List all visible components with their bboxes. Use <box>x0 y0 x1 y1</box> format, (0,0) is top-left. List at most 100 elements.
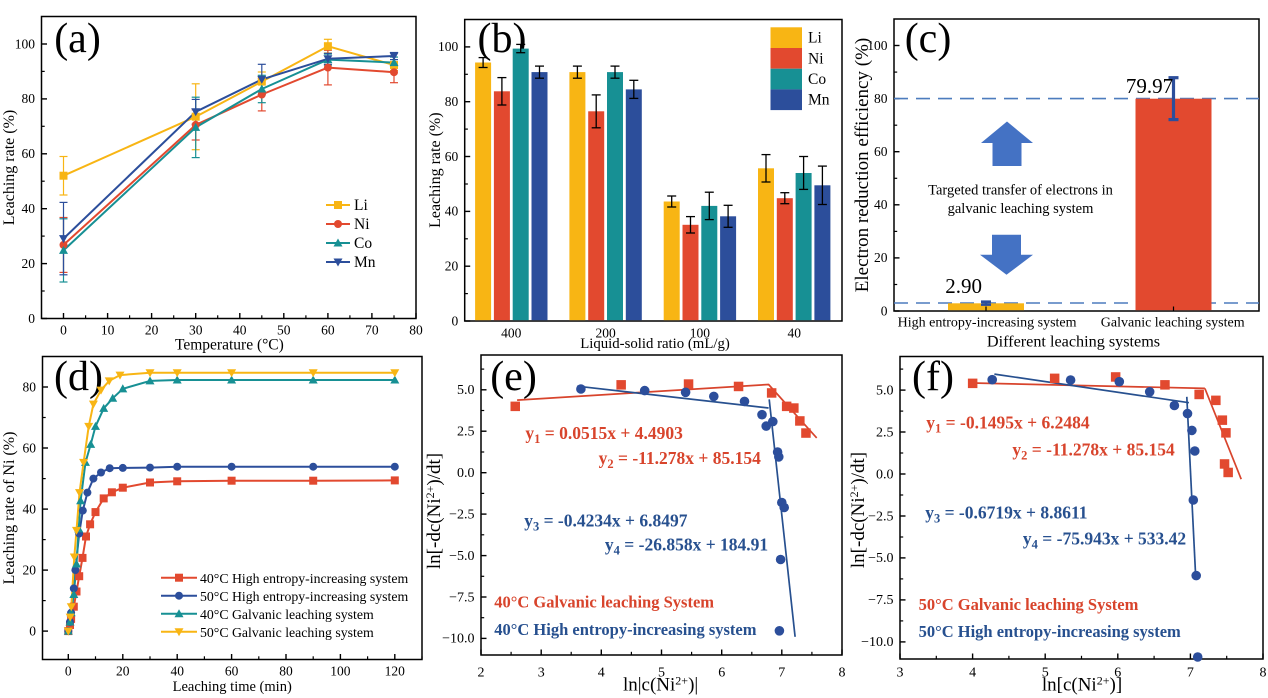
svg-text:80: 80 <box>22 91 36 106</box>
svg-text:30: 30 <box>189 323 203 338</box>
svg-text:40: 40 <box>23 501 37 516</box>
svg-text:7: 7 <box>778 666 785 681</box>
svg-text:(e): (e) <box>490 354 537 400</box>
svg-text:y1 = -0.1495x + 6.2484: y1 = -0.1495x + 6.2484 <box>926 413 1090 436</box>
svg-text:Li: Li <box>808 30 822 47</box>
svg-text:3: 3 <box>897 666 904 681</box>
svg-text:40: 40 <box>787 326 801 341</box>
svg-text:60: 60 <box>22 146 36 161</box>
svg-text:y1 = 0.0515x + 4.4903: y1 = 0.0515x + 4.4903 <box>525 423 683 446</box>
svg-text:60: 60 <box>23 440 37 455</box>
svg-text:(f): (f) <box>912 354 954 400</box>
svg-text:ln[-dc(Ni2+​)/dt]: ln[-dc(Ni2+​)/dt] <box>847 452 869 568</box>
svg-text:Leaching rate (%): Leaching rate (%) <box>427 112 444 227</box>
svg-text:5: 5 <box>658 666 665 681</box>
svg-text:(a): (a) <box>54 16 101 62</box>
svg-text:Co: Co <box>808 71 826 88</box>
svg-text:Temperature (°C): Temperature (°C) <box>175 337 284 354</box>
svg-text:60: 60 <box>874 144 888 159</box>
svg-text:Electron reduction efficiency: Electron reduction efficiency (%) <box>852 38 873 292</box>
svg-text:galvanic leaching system: galvanic leaching system <box>948 201 1094 217</box>
svg-text:60: 60 <box>445 149 459 164</box>
svg-text:100: 100 <box>15 36 36 51</box>
svg-text:20: 20 <box>445 259 459 274</box>
svg-text:100: 100 <box>330 664 351 679</box>
svg-text:200: 200 <box>595 326 616 341</box>
svg-text:−10.0: −10.0 <box>861 635 893 650</box>
svg-text:50°C Galvanic leaching System: 50°C Galvanic leaching System <box>919 595 1139 614</box>
svg-text:Ni: Ni <box>808 50 824 67</box>
svg-text:40°C Galvanic leaching System: 40°C Galvanic leaching System <box>494 592 714 611</box>
svg-text:Leaching rate (%): Leaching rate (%) <box>1 110 18 225</box>
svg-text:8: 8 <box>1260 666 1267 681</box>
svg-text:40: 40 <box>874 197 888 212</box>
svg-text:0.0: 0.0 <box>876 467 894 482</box>
svg-text:100: 100 <box>438 39 459 54</box>
svg-text:Li: Li <box>354 197 368 214</box>
svg-text:70: 70 <box>365 323 379 338</box>
svg-text:5.0: 5.0 <box>457 383 475 398</box>
svg-text:40: 40 <box>445 204 459 219</box>
svg-text:−2.5: −2.5 <box>449 507 474 522</box>
svg-text:(d): (d) <box>54 354 103 400</box>
svg-text:Galvanic leaching system: Galvanic leaching system <box>1101 315 1245 330</box>
svg-text:2.5: 2.5 <box>457 425 475 440</box>
svg-text:0.0: 0.0 <box>457 466 475 481</box>
svg-text:−10.0: −10.0 <box>442 632 474 647</box>
svg-text:20: 20 <box>145 323 159 338</box>
svg-text:y3 = -0.6719x + 8.8611: y3 = -0.6719x + 8.8611 <box>925 502 1087 525</box>
svg-text:7: 7 <box>1187 666 1194 681</box>
svg-text:0: 0 <box>65 664 72 679</box>
svg-text:50°C High entropy-increasing s: 50°C High entropy-increasing system <box>919 622 1181 641</box>
svg-text:80: 80 <box>445 94 459 109</box>
svg-text:−5.0: −5.0 <box>868 551 893 566</box>
svg-text:ln[c(Ni2+​)]: ln[c(Ni2+​)] <box>1042 674 1122 696</box>
svg-text:80: 80 <box>874 91 888 106</box>
svg-text:y3 = -0.4234x + 6.8497: y3 = -0.4234x + 6.8497 <box>524 511 688 534</box>
svg-text:6: 6 <box>1114 666 1121 681</box>
svg-text:4: 4 <box>598 666 605 681</box>
svg-text:20: 20 <box>22 256 36 271</box>
svg-text:20: 20 <box>874 250 888 265</box>
svg-text:100: 100 <box>690 326 711 341</box>
svg-text:40: 40 <box>233 323 247 338</box>
svg-text:High entropy-increasing system: High entropy-increasing system <box>898 315 1077 330</box>
svg-text:60: 60 <box>321 323 335 338</box>
svg-text:400: 400 <box>501 326 522 341</box>
svg-text:Targeted transfer of electrons: Targeted transfer of electrons in <box>928 183 1113 199</box>
svg-text:20: 20 <box>116 664 130 679</box>
svg-text:50°C High entropy-increasing s: 50°C High entropy-increasing system <box>200 589 408 604</box>
svg-text:60: 60 <box>225 664 239 679</box>
svg-text:0: 0 <box>881 303 888 318</box>
svg-text:50°C Galvanic leaching system: 50°C Galvanic leaching system <box>200 625 374 640</box>
svg-text:−7.5: −7.5 <box>449 590 474 605</box>
svg-text:−7.5: −7.5 <box>868 593 893 608</box>
svg-text:Co: Co <box>354 235 372 252</box>
svg-text:0: 0 <box>29 623 36 638</box>
svg-text:ln|c(Ni2+​)|: ln|c(Ni2+​)| <box>623 674 698 696</box>
svg-text:−2.5: −2.5 <box>868 509 893 524</box>
svg-text:2: 2 <box>478 666 485 681</box>
svg-text:80: 80 <box>409 323 423 338</box>
svg-text:y2 = -11.278x + 85.154: y2 = -11.278x + 85.154 <box>1012 439 1175 462</box>
svg-text:120: 120 <box>385 664 406 679</box>
svg-text:Ni: Ni <box>354 216 370 233</box>
svg-text:Mn: Mn <box>354 254 376 271</box>
svg-text:Different leaching systems: Different leaching systems <box>987 333 1160 351</box>
svg-text:5: 5 <box>1042 666 1049 681</box>
svg-text:79.97: 79.97 <box>1126 74 1173 98</box>
svg-text:20: 20 <box>23 562 37 577</box>
svg-text:−5.0: −5.0 <box>449 549 474 564</box>
svg-text:y2 = -11.278x + 85.154: y2 = -11.278x + 85.154 <box>599 448 762 471</box>
svg-text:80: 80 <box>279 664 293 679</box>
svg-text:40: 40 <box>170 664 184 679</box>
svg-text:5.0: 5.0 <box>876 383 894 398</box>
svg-text:Liquid-solid ratio (mL/g): Liquid-solid ratio (mL/g) <box>580 336 730 352</box>
svg-text:100: 100 <box>867 38 888 53</box>
svg-text:(c): (c) <box>905 16 952 62</box>
svg-text:40°C High entropy-increasing s: 40°C High entropy-increasing system <box>494 620 756 639</box>
svg-text:2.5: 2.5 <box>876 425 894 440</box>
svg-text:Leaching time (min): Leaching time (min) <box>173 679 292 695</box>
svg-text:8: 8 <box>839 666 846 681</box>
svg-text:50: 50 <box>277 323 291 338</box>
